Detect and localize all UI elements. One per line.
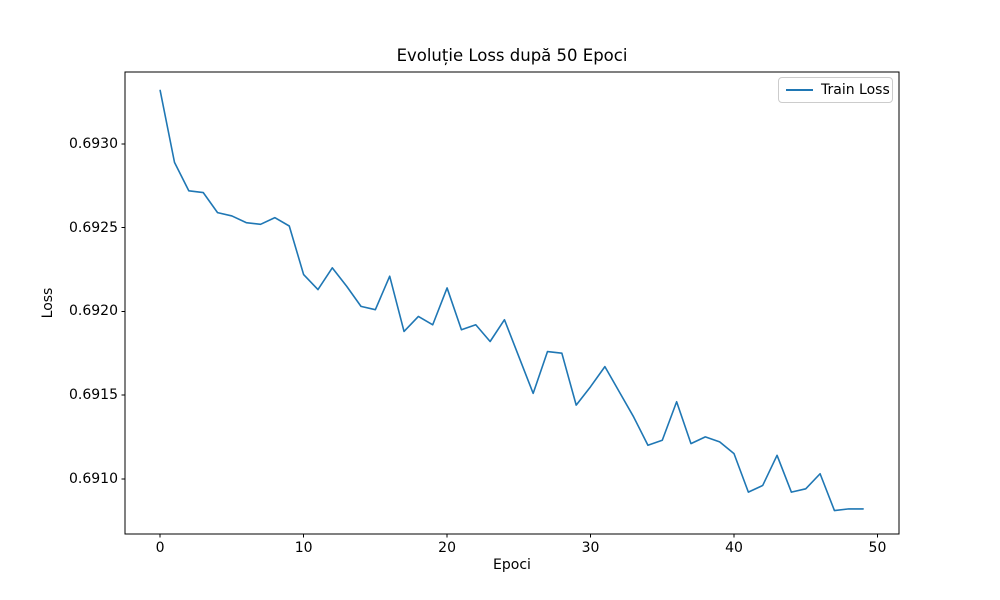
x-tick-label: 20 bbox=[438, 540, 456, 556]
axes-frame bbox=[124, 71, 900, 535]
x-tick-label: 30 bbox=[581, 540, 600, 556]
x-tick-label: 10 bbox=[294, 540, 313, 556]
legend-label: Train Loss bbox=[821, 82, 890, 98]
x-tick-label: 50 bbox=[868, 540, 887, 556]
legend: Train Loss bbox=[778, 77, 893, 103]
x-tick-label: 40 bbox=[725, 540, 743, 556]
y-tick-label: 0.6920 bbox=[69, 303, 118, 320]
train-loss-line bbox=[159, 89, 864, 512]
y-tick-label: 0.6930 bbox=[69, 135, 118, 152]
y-tick-label: 0.6925 bbox=[69, 219, 118, 236]
x-axis-label: Epoci bbox=[493, 557, 531, 573]
y-tick-label: 0.6915 bbox=[69, 387, 118, 404]
legend-line-sample bbox=[786, 88, 813, 92]
chart-title: Evoluție Loss după 50 Epoci bbox=[396, 46, 628, 65]
x-tick-label: 0 bbox=[155, 540, 165, 556]
y-tick-label: 0.6910 bbox=[69, 470, 118, 487]
